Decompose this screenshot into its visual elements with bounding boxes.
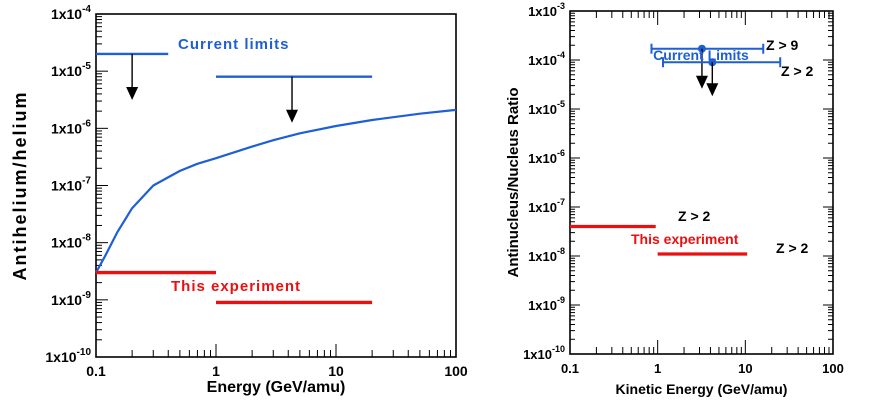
y-tick-base: 1x10: [51, 63, 82, 79]
y-tick-label: 1x10-4: [528, 50, 565, 68]
y-tick-label: 1x10-5: [528, 99, 565, 117]
y-tick-label: 1x10-8: [528, 246, 565, 264]
y-tick-exponent: -6: [82, 118, 91, 129]
y-tick-exponent: -10: [77, 347, 92, 358]
x-tick-label: 100: [822, 361, 844, 376]
y-axis-title: Antihelium/helium: [10, 90, 30, 280]
z-label: Z > 9: [766, 37, 799, 53]
y-tick-base: 1x10: [528, 4, 557, 19]
y-tick-label: 1x10-8: [51, 233, 91, 251]
y-tick-exponent: -8: [557, 246, 565, 256]
y-tick-exponent: -3: [557, 1, 565, 11]
y-tick-base: 1x10: [45, 349, 76, 365]
y-tick-label: 1x10-7: [528, 197, 565, 215]
y-tick-base: 1x10: [528, 102, 557, 117]
x-tick-label: 10: [328, 363, 344, 379]
y-tick-exponent: -5: [82, 61, 91, 72]
theory-curve: [95, 108, 457, 274]
y-axis-title: Antinucleus/Nucleus Ratio: [505, 87, 522, 277]
y-tick-base: 1x10: [528, 200, 557, 215]
z-label: Z > 2: [776, 240, 809, 256]
y-tick-exponent: -9: [82, 290, 91, 301]
current-limits-label: Current limits: [178, 36, 290, 53]
y-tick-label: 1x10-9: [51, 290, 91, 308]
y-tick-exponent: -10: [552, 344, 565, 354]
x-tick-label: 10: [738, 361, 752, 376]
y-tick-exponent: -6: [557, 148, 565, 158]
limit-arrow-head: [706, 83, 719, 97]
chart-right: 0.1 1 10 1001x10-31x10-41x10-51x10-61x10-71…: [505, 1, 844, 397]
y-tick-exponent: -7: [557, 197, 565, 207]
current-limits-label: Current Limits: [653, 47, 749, 63]
x-tick-label: 1: [654, 361, 661, 376]
z-label: Z > 2: [678, 208, 711, 224]
this-experiment-label: This experiment: [631, 231, 739, 247]
y-tick-label: 1x10-5: [51, 61, 91, 79]
y-tick-base: 1x10: [51, 292, 82, 308]
y-tick-base: 1x10: [51, 120, 82, 136]
y-tick-exponent: -9: [557, 295, 565, 305]
y-tick-base: 1x10: [51, 6, 82, 22]
y-tick-label: 1x10-10: [523, 344, 565, 362]
y-tick-base: 1x10: [528, 151, 557, 166]
z-label: Z > 2: [781, 63, 814, 79]
limit-arrow-head: [126, 86, 139, 100]
plot-frame: [569, 10, 834, 355]
y-tick-label: 1x10-6: [51, 118, 91, 136]
y-tick-label: 1x10-3: [528, 1, 565, 19]
y-tick-base: 1x10: [51, 178, 82, 194]
y-tick-label: 1x10-4: [51, 4, 91, 22]
x-tick-label: 0.1: [561, 361, 579, 376]
y-tick-label: 1x10-7: [51, 176, 91, 194]
y-tick-exponent: -4: [557, 50, 565, 60]
x-axis-title: Kinetic Energy (GeV/amu): [616, 381, 788, 397]
y-tick-exponent: -8: [82, 233, 91, 244]
y-tick-base: 1x10: [528, 249, 557, 264]
y-tick-exponent: -5: [557, 99, 565, 109]
chart-left: 0.1 1 10 1001x10-41x10-51x10-61x10-71x10-81…: [10, 4, 468, 396]
y-tick-base: 1x10: [528, 53, 557, 68]
x-tick-label: 0.1: [86, 363, 106, 379]
y-tick-base: 1x10: [528, 298, 557, 313]
limit-arrow-head: [695, 75, 708, 89]
x-axis-title: Energy (GeV/amu): [207, 379, 346, 396]
this-experiment-label: This experiment: [171, 278, 301, 295]
y-tick-exponent: -7: [82, 176, 91, 187]
y-tick-label: 1x10-9: [528, 295, 565, 313]
y-tick-exponent: -4: [82, 4, 91, 15]
x-tick-label: 1: [212, 363, 220, 379]
y-tick-label: 1x10-10: [45, 347, 91, 365]
limit-arrow-head: [286, 109, 299, 123]
y-tick-base: 1x10: [51, 235, 82, 251]
y-tick-label: 1x10-6: [528, 148, 565, 166]
plot-frame: [95, 13, 457, 358]
x-tick-label: 100: [444, 363, 468, 379]
y-tick-base: 1x10: [523, 347, 552, 362]
